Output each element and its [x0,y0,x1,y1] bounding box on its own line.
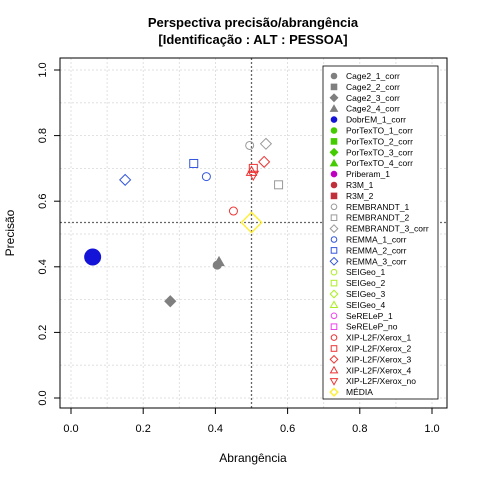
legend-entry-label: PorTexTO_4_corr [346,158,413,168]
legend-marker [330,127,338,134]
legend-marker [329,365,339,374]
legend-entry-label: Cage2_4_corr [346,104,400,114]
legend-marker [329,256,339,266]
x-tick-label: 0.6 [280,423,295,435]
legend-marker [330,214,338,221]
legend-entry-label: PorTexTO_2_corr [346,136,413,146]
legend-marker [330,247,338,254]
x-axis-label: Abrangência [219,451,287,465]
x-tick-label: 0.4 [208,423,223,435]
x-tick-label: 0.8 [352,423,367,435]
reference-lines [60,58,447,408]
data-point [119,173,132,186]
legend-entry-label: MÉDIA [346,387,373,397]
legend-marker [330,279,338,287]
plot-frame [59,57,448,409]
legend-entry-label: REMBRANDT_2 [346,213,410,223]
y-tick-label: 0.0 [37,390,49,405]
legend-marker [330,116,338,123]
data-point [248,163,258,173]
legend-marker [329,93,339,103]
legend-entry-label: SEIGeo_1 [346,267,385,277]
legend-marker [330,83,338,91]
legend-marker [330,203,338,211]
data-point [259,137,273,150]
legend-marker [329,224,339,234]
data-point [84,248,102,266]
legend-entry-label: PorTexTO_3_corr [346,147,413,157]
legend-marker [330,345,338,352]
legend-marker [330,192,338,200]
legend-entry-label: XIP-L2F/Xerox_4 [346,365,411,375]
legend-entry-label: R3M_2 [346,191,374,201]
legend-marker [330,268,338,276]
legend-entry-label: Priberam_1 [346,169,390,179]
legend-marker [330,72,338,80]
data-point [189,158,199,168]
legend-entry-label: SEIGeo_3 [346,289,385,299]
y-tick-label: 0.6 [37,194,49,209]
grid [60,58,447,408]
legend-box [322,65,439,400]
legend-marker [329,300,339,309]
legend-entry-label: SEIGeo_4 [346,300,385,310]
legend-entry-label: Cage2_1_corr [346,71,400,81]
legend-entry-label: DobrEM_1_corr [346,115,406,125]
legend-marker [330,181,338,189]
legend-marker [329,378,339,386]
legend-marker [330,334,338,341]
legend-marker [330,138,338,145]
data-point [240,211,263,234]
x-axis: 0.0 0.2 0.4 0.6 0.8 1.0 [63,408,440,435]
x-tick-label: 0.2 [136,423,151,435]
data-point [245,140,255,150]
data-point [201,172,211,182]
legend-marker [330,236,338,243]
legend-marker [330,170,338,178]
legend-marker [329,354,339,364]
data-point [213,255,225,267]
legend-entry-label: REMMA_1_corr [346,235,407,245]
legend-marker [330,323,338,330]
legend-entry-label: R3M_1 [346,180,374,190]
y-tick-label: 1.0 [37,62,49,77]
data-point [274,180,284,190]
legend-entry-label: REMMA_2_corr [346,245,407,255]
legend-entry-label: REMBRANDT_3_corr [346,224,429,234]
y-axis: 0.0 0.2 0.4 0.6 0.8 1.0 [37,62,60,406]
data-point [164,295,177,308]
legend-entry-label: SeRELeP_1 [346,311,393,321]
legend-entry-label: XIP-L2F/Xerox_no [346,376,416,386]
legend-entry-label: Cage2_2_corr [346,82,400,92]
legend-entry-label: Cage2_3_corr [346,93,400,103]
legend-entry-label: SEIGeo_2 [346,278,385,288]
data-point [228,206,238,216]
data-point [258,155,271,168]
legend: Cage2_1_corrCage2_2_corrCage2_3_corrCage… [322,65,439,400]
legend-marker [329,289,339,299]
legend-entry-label: XIP-L2F/Xerox_2 [346,344,411,354]
data-points [84,137,284,308]
y-tick-label: 0.2 [37,325,49,340]
legend-entry-label: SeRELeP_no [346,322,398,332]
x-tick-label: 0.0 [63,423,78,435]
legend-marker [329,104,339,112]
y-tick-label: 0.8 [37,128,49,143]
legend-entry-label: XIP-L2F/Xerox_1 [346,333,411,343]
legend-marker [329,387,339,397]
legend-entry-label: REMBRANDT_1 [346,202,410,212]
chart-title-line-1: Perspectiva precisão/abrangência [148,15,359,30]
data-point [247,170,260,181]
legend-entry-label: PorTexTO_1_corr [346,126,413,136]
legend-marker [329,158,339,167]
legend-entry-label: REMMA_3_corr [346,256,407,266]
legend-marker [330,312,338,320]
y-tick-label: 0.4 [37,259,49,274]
y-axis-label: Precisão [3,209,17,256]
chart-title-line-2: [Identificação : ALT : PESSOA] [158,32,347,47]
legend-entry-label: XIP-L2F/Xerox_3 [346,354,411,364]
legend-marker [329,147,339,157]
x-tick-label: 1.0 [424,423,439,435]
